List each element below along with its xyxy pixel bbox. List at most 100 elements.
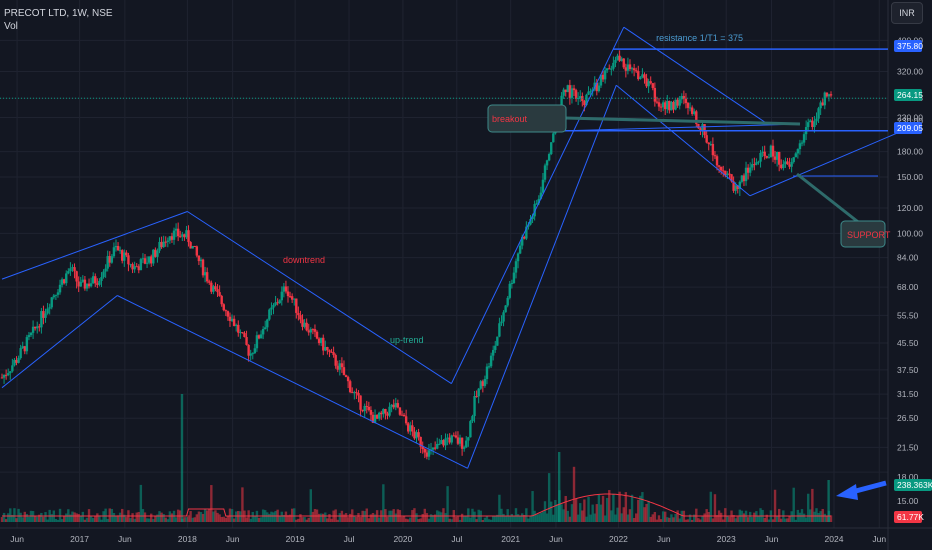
- candle-body: [809, 120, 812, 123]
- volume-bar: [427, 518, 431, 522]
- volume-bar: [581, 510, 584, 522]
- candle-body: [361, 409, 364, 412]
- candle-body: [31, 326, 35, 333]
- volume-bar: [709, 491, 713, 522]
- candle-body: [324, 346, 327, 351]
- candle-body: [81, 279, 85, 282]
- candle-body: [523, 236, 526, 239]
- volume-bar: [433, 514, 437, 522]
- volume-bar: [328, 514, 331, 522]
- candle-body: [96, 283, 99, 285]
- candle-body: [448, 437, 451, 443]
- volume-bar: [404, 518, 408, 522]
- candle-body: [610, 68, 613, 70]
- volume-bar: [616, 507, 619, 522]
- candle-body: [264, 327, 267, 329]
- candle-body: [728, 173, 731, 175]
- volume-bar: [330, 518, 333, 522]
- candle-body: [744, 167, 748, 182]
- symbol-title: PRECOT LTD, 1W, NSE: [4, 8, 113, 19]
- candle-body: [738, 181, 742, 190]
- candle-body: [29, 332, 33, 336]
- volume-bar: [36, 516, 39, 522]
- candle-body: [525, 226, 528, 239]
- volume-bar: [481, 519, 485, 522]
- candle-body: [133, 266, 136, 270]
- candle-body: [21, 346, 24, 349]
- volume-label: Vol: [4, 21, 18, 32]
- candle-body: [632, 68, 636, 71]
- candle-body: [709, 143, 713, 145]
- volume-bar: [771, 519, 775, 522]
- volume-bar: [193, 517, 196, 522]
- volume-bar: [589, 514, 592, 522]
- candle-body: [394, 403, 397, 408]
- volume-ma-line: [2, 493, 831, 517]
- candle-body: [396, 403, 400, 408]
- candle-body: [152, 249, 155, 264]
- candle-body: [409, 425, 412, 432]
- candle-body: [767, 157, 771, 159]
- candle-body: [452, 435, 456, 437]
- volume-bar: [657, 515, 661, 522]
- candle-body: [13, 359, 16, 366]
- volume-bar: [85, 517, 89, 522]
- candle-body: [433, 447, 437, 449]
- volume-bar: [203, 509, 207, 522]
- volume-bar: [711, 518, 715, 522]
- volume-bar: [301, 517, 304, 522]
- volume-bar: [618, 491, 621, 522]
- volume-bar: [653, 512, 657, 522]
- candle-body: [378, 412, 381, 419]
- candle-body: [688, 107, 692, 109]
- volume-bar: [612, 493, 615, 522]
- volume-bar: [827, 480, 830, 522]
- candle-body: [576, 98, 580, 100]
- volume-bar: [462, 516, 466, 522]
- candle-body: [442, 440, 445, 446]
- candle-body: [722, 170, 725, 172]
- y-tick-label: 150.00: [897, 172, 923, 182]
- candle-body: [827, 94, 831, 97]
- volume-bar: [456, 516, 460, 522]
- candle-body: [562, 89, 565, 96]
- volume-bar: [164, 517, 167, 522]
- currency-button[interactable]: INR: [891, 2, 923, 24]
- candle-body: [199, 259, 203, 262]
- volume-bar: [813, 511, 816, 522]
- candle-body: [717, 165, 721, 167]
- volume-bar: [73, 512, 76, 522]
- volume-bar: [446, 486, 449, 522]
- candle-body: [328, 350, 331, 352]
- candle-body: [237, 324, 240, 333]
- volume-bar: [701, 516, 704, 522]
- volume-bar: [674, 513, 677, 522]
- candle-body: [775, 151, 779, 160]
- candle-body: [322, 337, 325, 351]
- volume-bar: [514, 508, 518, 522]
- volume-bar: [152, 519, 155, 522]
- volume-bar: [811, 488, 814, 522]
- volume-bar: [100, 519, 103, 522]
- y-tick-label: 21.50: [897, 442, 919, 452]
- candle-body: [587, 91, 590, 95]
- volume-bar: [180, 394, 184, 522]
- breakout-callout-pointer: [564, 116, 801, 126]
- y-tick-label: 120.00: [897, 203, 923, 213]
- candle-body: [521, 236, 524, 246]
- candle-body: [670, 101, 673, 111]
- volume-bar: [746, 517, 750, 522]
- candle-body: [686, 103, 690, 108]
- volume-bar: [168, 511, 172, 522]
- volume-bar: [547, 473, 551, 522]
- candle-body: [214, 286, 217, 290]
- volume-bar: [282, 514, 286, 522]
- candle-body: [645, 78, 648, 87]
- volume-bar: [647, 500, 650, 522]
- candle-body: [197, 255, 201, 262]
- candle-body: [531, 216, 534, 219]
- volume-bar: [156, 514, 159, 522]
- candle-body: [450, 435, 453, 443]
- candle-body: [166, 240, 170, 242]
